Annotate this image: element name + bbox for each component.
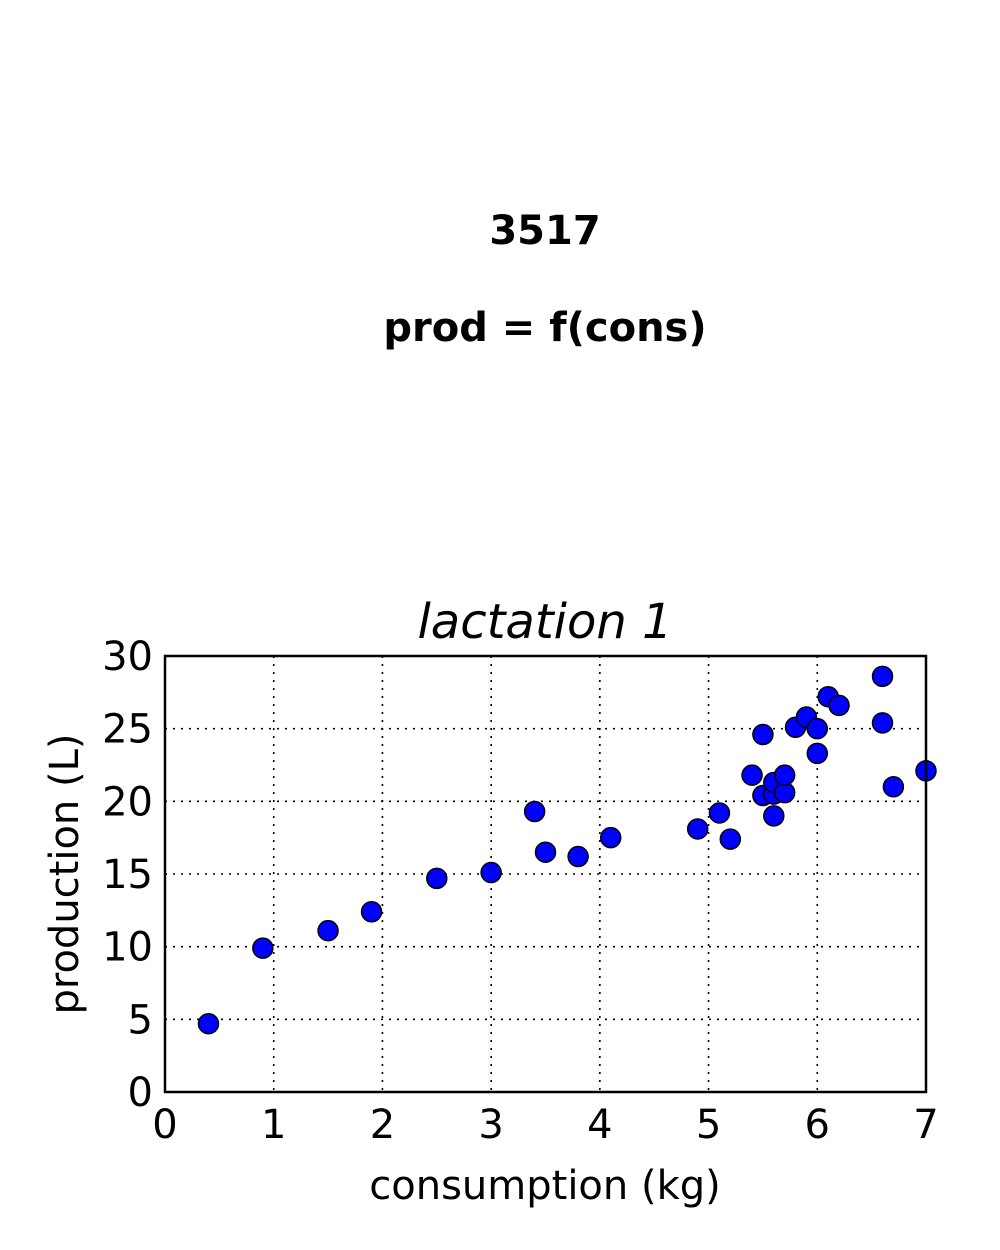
data-point [534, 841, 557, 863]
x-axis-label: consumption (kg) [369, 1163, 720, 1209]
data-point [480, 861, 502, 884]
data-points [197, 665, 937, 1035]
x-axis: 0 1 2 3 4 5 6 7 [152, 1102, 938, 1148]
y-tick-label: 15 [102, 852, 153, 898]
figure-subtitle: prod = f(cons) [383, 305, 707, 351]
data-point [360, 901, 383, 923]
data-point [871, 665, 894, 688]
y-axis-label: production (L) [42, 734, 88, 1015]
x-tick-label: 2 [370, 1102, 395, 1148]
x-tick-label: 3 [478, 1102, 503, 1148]
data-point [806, 742, 829, 765]
x-tick-label: 4 [587, 1102, 612, 1148]
figure-title: 3517 [489, 208, 601, 254]
data-point [871, 712, 894, 734]
y-tick-label: 30 [102, 634, 153, 680]
x-tick-label: 0 [152, 1102, 177, 1148]
data-point [599, 826, 622, 849]
data-point [197, 1012, 220, 1035]
data-point [741, 764, 763, 786]
data-point [523, 800, 546, 823]
data-point [252, 937, 274, 959]
y-tick-label: 5 [128, 997, 153, 1043]
y-axis: 0 5 10 15 20 25 30 [102, 634, 153, 1116]
data-point [773, 764, 796, 786]
data-point [686, 818, 709, 840]
data-point [567, 845, 589, 868]
data-point [882, 776, 905, 798]
y-tick-label: 0 [128, 1070, 153, 1116]
y-tick-label: 10 [102, 925, 153, 971]
data-point [708, 802, 731, 824]
y-tick-label: 20 [102, 779, 153, 825]
x-tick-label: 7 [913, 1102, 938, 1148]
x-tick-label: 5 [696, 1102, 721, 1148]
y-tick-label: 25 [102, 707, 153, 753]
data-point [719, 828, 742, 850]
data-point [426, 867, 448, 890]
plot-frame [163, 654, 928, 1094]
data-point [752, 723, 774, 746]
data-point [828, 694, 850, 717]
plot-title: lactation 1 [417, 594, 672, 650]
data-point [763, 805, 785, 827]
x-tick-label: 6 [805, 1102, 830, 1148]
data-point [317, 919, 339, 942]
data-point [806, 717, 829, 740]
x-tick-label: 1 [261, 1102, 286, 1148]
